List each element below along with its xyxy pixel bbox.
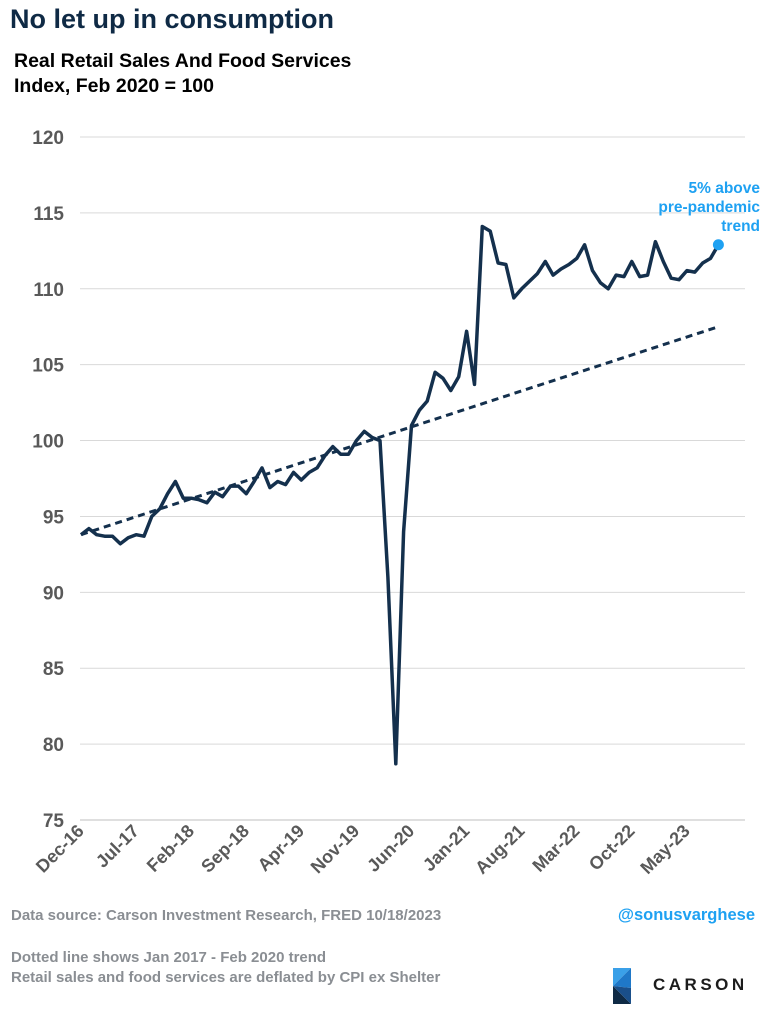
carson-logo: CARSON [609, 966, 757, 1006]
annotation-line-2: pre-pandemic [658, 199, 760, 216]
y-axis-tick-labels: 75 80 85 90 95 100 105 110 115 120 [32, 128, 64, 832]
chart-title: No let up in consumption [10, 4, 334, 34]
annotation: 5% above pre-pandemic trend [658, 180, 760, 235]
x-tick-label: Jul-17 [92, 821, 143, 872]
x-tick-label: Jun-20 [363, 821, 418, 876]
chart-subtitle: Real Retail Sales And Food Services Inde… [14, 49, 351, 99]
x-tick-label: May-23 [636, 821, 693, 878]
y-tick-label: 95 [43, 507, 65, 528]
y-tick-label: 120 [32, 128, 64, 149]
y-tick-label: 105 [32, 356, 64, 377]
x-tick-label: Apr-19 [254, 821, 308, 875]
y-tick-label: 80 [43, 735, 64, 756]
subtitle-line-2: Index, Feb 2020 = 100 [14, 75, 214, 97]
x-tick-label: Sep-18 [197, 821, 253, 877]
annotation-line-1: 5% above [688, 180, 760, 197]
y-tick-label: 85 [43, 659, 65, 680]
x-tick-label: Oct-22 [585, 821, 639, 875]
data-source: Data source: Carson Investment Research,… [11, 907, 442, 924]
carson-logo-icon [613, 968, 631, 1004]
y-tick-label: 90 [43, 583, 64, 604]
series-line [79, 224, 720, 766]
x-tick-label: Nov-19 [307, 821, 364, 878]
line-chart: 75 80 85 90 95 100 105 110 115 120 Dec-16 Jul-17 Fe… [32, 128, 760, 878]
end-point-marker [712, 239, 724, 251]
y-tick-label: 100 [32, 432, 64, 453]
gridlines [80, 136, 745, 745]
footnote-deflator: Retail sales and food services are defla… [11, 969, 441, 986]
y-tick-label: 115 [33, 204, 64, 225]
trend-line [80, 325, 719, 537]
carson-logo-text: CARSON [653, 975, 748, 994]
x-tick-label: Jan-21 [419, 821, 473, 875]
x-tick-label: Feb-18 [143, 821, 198, 876]
y-tick-label: 75 [43, 811, 65, 832]
x-tick-label: Aug-21 [471, 821, 528, 878]
footnote-trend: Dotted line shows Jan 2017 - Feb 2020 tr… [11, 949, 327, 966]
author-handle[interactable]: @sonusvarghese [617, 906, 755, 924]
x-tick-label: Mar-22 [528, 821, 583, 876]
annotation-line-3: trend [721, 218, 760, 235]
subtitle-line-1: Real Retail Sales And Food Services [14, 50, 352, 72]
footnotes: Dotted line shows Jan 2017 - Feb 2020 tr… [11, 948, 440, 988]
y-tick-label: 110 [33, 280, 64, 301]
